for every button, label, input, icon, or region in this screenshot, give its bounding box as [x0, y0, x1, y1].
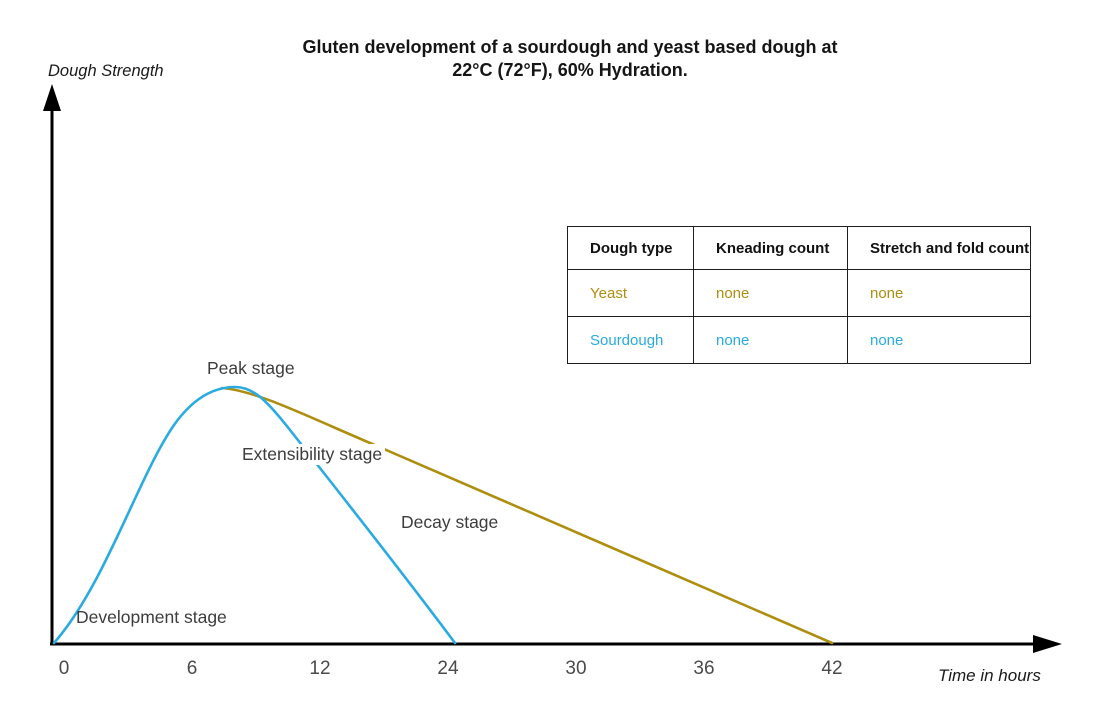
table-header-stretch-fold-count: Stretch and fold count — [847, 226, 1031, 270]
y-axis-arrowhead-icon — [43, 84, 61, 111]
chart-title: Gluten development of a sourdough and ye… — [32, 36, 1108, 82]
annotation-extensibility-stage: Extensibility stage — [239, 444, 386, 465]
annotation-decay-stage: Decay stage — [401, 512, 499, 532]
cell-sourdough-dough-type: Sourdough — [567, 316, 694, 364]
x-tick-0: 0 — [58, 658, 70, 679]
sourdough-curve — [52, 385, 457, 645]
y-axis-label: Dough Strength — [48, 62, 164, 80]
chart-title-line1: Gluten development of a sourdough and ye… — [302, 37, 838, 57]
annotation-peak-stage: Peak stage — [207, 358, 295, 378]
x-tick-42: 42 — [821, 658, 843, 679]
table-header-dough-type: Dough type — [567, 226, 694, 270]
table-row-sourdough: Sourdough none none — [567, 316, 1031, 364]
yeast-curve — [220, 386, 834, 645]
x-axis-label: Time in hours — [938, 666, 1041, 685]
cell-yeast-kneading-count: none — [693, 269, 848, 317]
table-row-yeast: Yeast none none — [567, 269, 1031, 317]
x-tick-30: 30 — [565, 658, 587, 679]
x-tick-24: 24 — [437, 658, 459, 679]
dough-info-table: Dough type Kneading count Stretch and fo… — [567, 226, 1031, 364]
x-tick-6: 6 — [186, 658, 198, 679]
cell-sourdough-kneading-count: none — [693, 316, 848, 364]
annotation-development-stage: Development stage — [76, 607, 227, 627]
x-tick-36: 36 — [693, 658, 715, 679]
chart-title-line2: 22°C (72°F), 60% Hydration. — [452, 60, 688, 80]
table-header-kneading-count: Kneading count — [693, 226, 848, 270]
cell-yeast-dough-type: Yeast — [567, 269, 694, 317]
cell-yeast-stretch-fold-count: none — [847, 269, 1031, 317]
cell-sourdough-stretch-fold-count: none — [847, 316, 1031, 364]
x-axis-arrowhead-icon — [1033, 635, 1062, 653]
x-tick-12: 12 — [309, 658, 331, 679]
table-header-row: Dough type Kneading count Stretch and fo… — [567, 226, 1031, 270]
